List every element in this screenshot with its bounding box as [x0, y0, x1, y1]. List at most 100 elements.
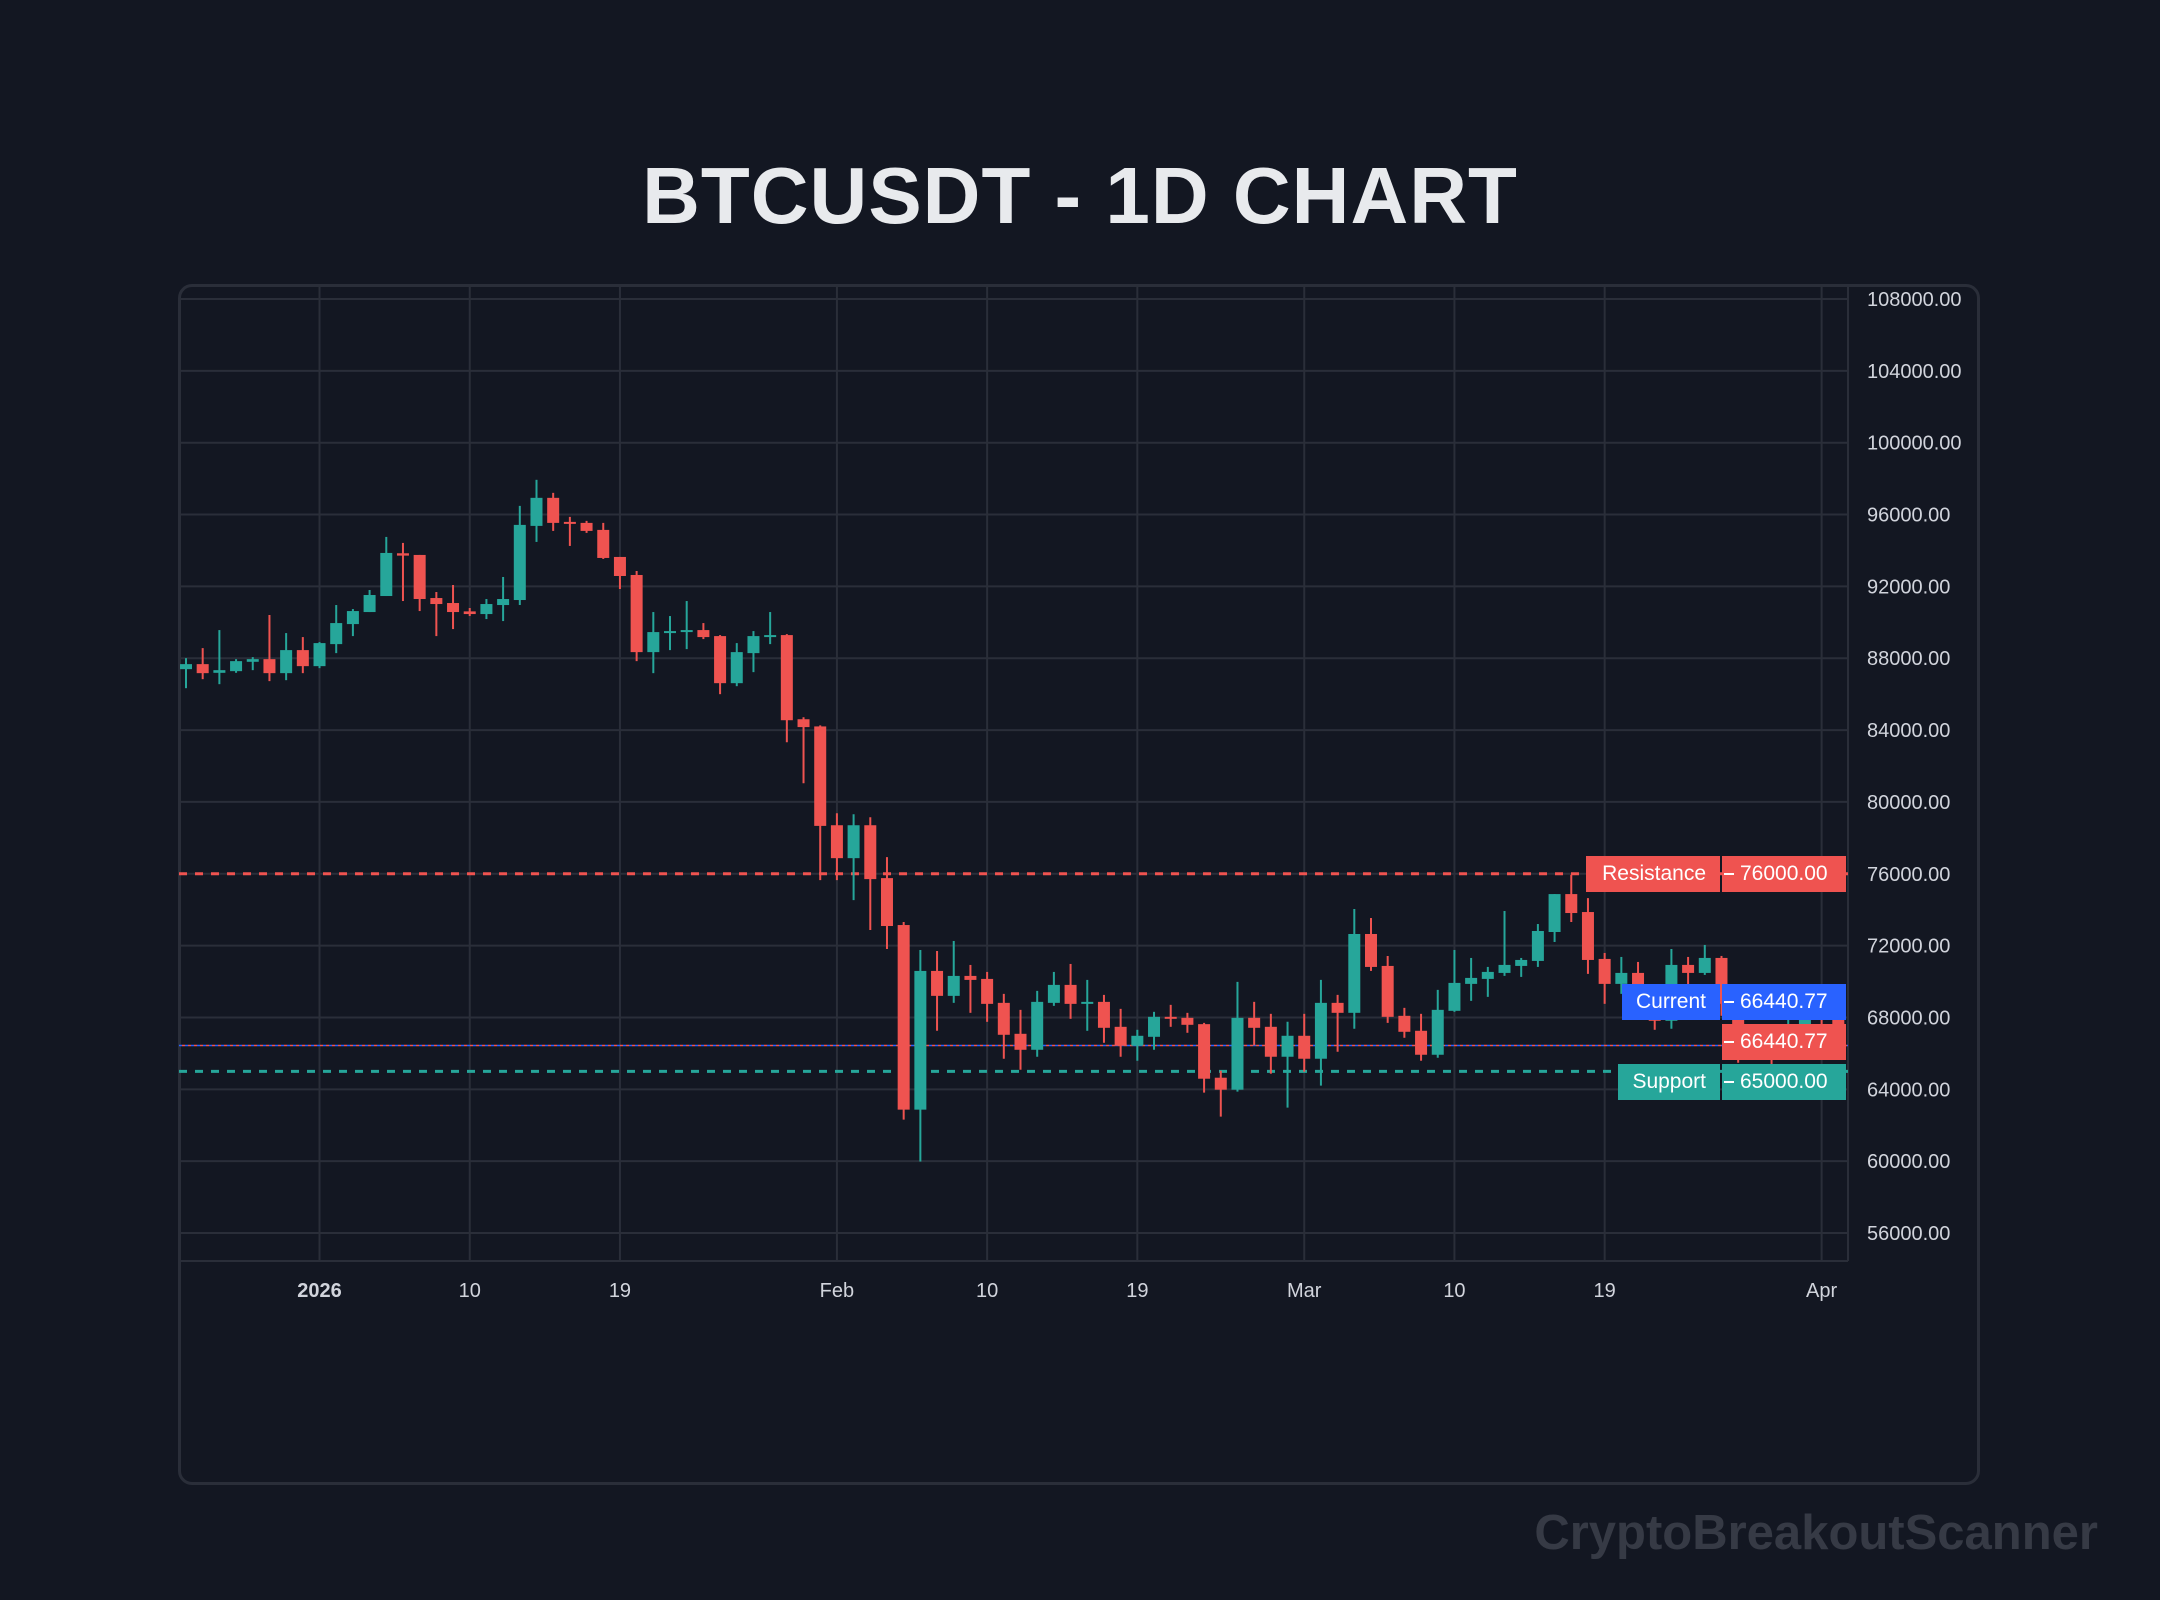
candle-body — [814, 726, 827, 826]
candle-body — [1448, 982, 1461, 1011]
candle-body — [1381, 965, 1394, 1017]
y-tick-label: 108000.00 — [1867, 289, 1962, 311]
resistance-value: 76000.00 — [1722, 856, 1846, 892]
candle-body — [1565, 894, 1578, 914]
candle-body — [1064, 984, 1077, 1004]
candle-body — [380, 552, 393, 597]
candle-body — [396, 553, 409, 556]
candle-body — [647, 632, 660, 653]
candle-body — [280, 650, 293, 674]
candle-body — [513, 524, 526, 601]
candle-body — [480, 604, 493, 615]
candle-body — [1581, 912, 1594, 960]
candle-body — [1181, 1017, 1194, 1025]
candle-body — [697, 630, 710, 638]
candle-body — [747, 636, 760, 654]
chart-frame — [178, 284, 1980, 1485]
x-tick-label: 19 — [1126, 1280, 1148, 1302]
candle-body — [1465, 977, 1478, 984]
x-tick-label: 10 — [976, 1280, 998, 1302]
support-value: 65000.00 — [1722, 1064, 1846, 1100]
candle-body — [730, 652, 743, 684]
candle-body — [1214, 1077, 1227, 1090]
candle-body — [497, 599, 510, 606]
candle-body — [1281, 1035, 1294, 1057]
candle-body — [1431, 1009, 1444, 1055]
candle-body — [213, 670, 226, 673]
candle-body — [1248, 1017, 1261, 1028]
candle-body — [864, 825, 877, 880]
x-tick-label: 10 — [459, 1280, 481, 1302]
candle-body — [1164, 1016, 1177, 1019]
candle-body — [547, 497, 560, 523]
candle-body — [764, 635, 777, 638]
candle-body — [1548, 894, 1561, 932]
candle-body — [1131, 1035, 1144, 1046]
current-label: Current — [1622, 984, 1720, 1020]
candle-body — [997, 1002, 1010, 1035]
candle-body — [797, 719, 810, 728]
candle-body — [313, 643, 326, 667]
candle-body — [1031, 1001, 1044, 1050]
y-tick-label: 72000.00 — [1867, 936, 1950, 958]
y-tick-label: 92000.00 — [1867, 576, 1950, 598]
x-tick-label: 10 — [1443, 1280, 1465, 1302]
y-tick-label: 76000.00 — [1867, 864, 1950, 886]
candle-body — [330, 623, 343, 645]
candle-body — [1515, 959, 1528, 966]
candle-body — [430, 598, 443, 605]
candle-body — [1114, 1026, 1127, 1046]
candle-body — [1531, 930, 1544, 961]
candle-body — [463, 611, 476, 615]
candle-body — [830, 825, 843, 859]
candle-body — [563, 521, 576, 524]
y-tick-label: 84000.00 — [1867, 720, 1950, 742]
x-tick-label: 19 — [1594, 1280, 1616, 1302]
candle-body — [1148, 1016, 1161, 1037]
candle-body — [914, 970, 927, 1110]
candle-body — [230, 661, 243, 672]
candle-body — [597, 529, 610, 558]
candle-body — [530, 497, 543, 526]
candle-body — [180, 664, 192, 670]
candle-body — [1364, 933, 1377, 967]
candle-body — [613, 556, 626, 576]
y-tick-label: 104000.00 — [1867, 361, 1962, 383]
candle-body — [1264, 1026, 1277, 1057]
candle-body — [664, 631, 677, 634]
candle-body — [1682, 964, 1695, 973]
candle-body — [714, 636, 727, 684]
candle-body — [780, 635, 793, 721]
y-tick-label: 60000.00 — [1867, 1151, 1950, 1173]
y-tick-label: 96000.00 — [1867, 505, 1950, 527]
current-value: 66440.77 — [1722, 984, 1846, 1020]
x-tick-label: 2026 — [297, 1280, 342, 1302]
candle-body — [1047, 984, 1060, 1003]
candle-body — [880, 878, 893, 927]
candle-body — [964, 975, 977, 980]
watermark: CryptoBreakoutScanner — [1534, 1506, 2098, 1560]
candle-body — [981, 978, 994, 1004]
candle-body — [630, 574, 643, 653]
candle-body — [1598, 958, 1611, 984]
candle-body — [897, 925, 910, 1110]
candle-body — [1081, 1001, 1094, 1004]
candle-body — [196, 664, 209, 674]
y-tick-label: 100000.00 — [1867, 433, 1962, 455]
candle-body — [1698, 957, 1711, 973]
candle-body — [447, 603, 460, 613]
y-tick-label: 68000.00 — [1867, 1007, 1950, 1029]
candle-body — [1231, 1017, 1244, 1090]
x-tick-label: Feb — [820, 1280, 854, 1302]
x-tick-label: Apr — [1806, 1280, 1837, 1302]
candle-body — [413, 554, 426, 600]
candle-body — [1314, 1002, 1327, 1059]
candle-body — [263, 659, 276, 674]
candle-body — [1348, 933, 1361, 1013]
y-tick-label: 64000.00 — [1867, 1079, 1950, 1101]
candle-body — [246, 659, 259, 662]
chart-title: BTCUSDT - 1D CHART — [642, 151, 1518, 240]
candle-body — [947, 975, 960, 996]
candle-body — [296, 650, 309, 667]
